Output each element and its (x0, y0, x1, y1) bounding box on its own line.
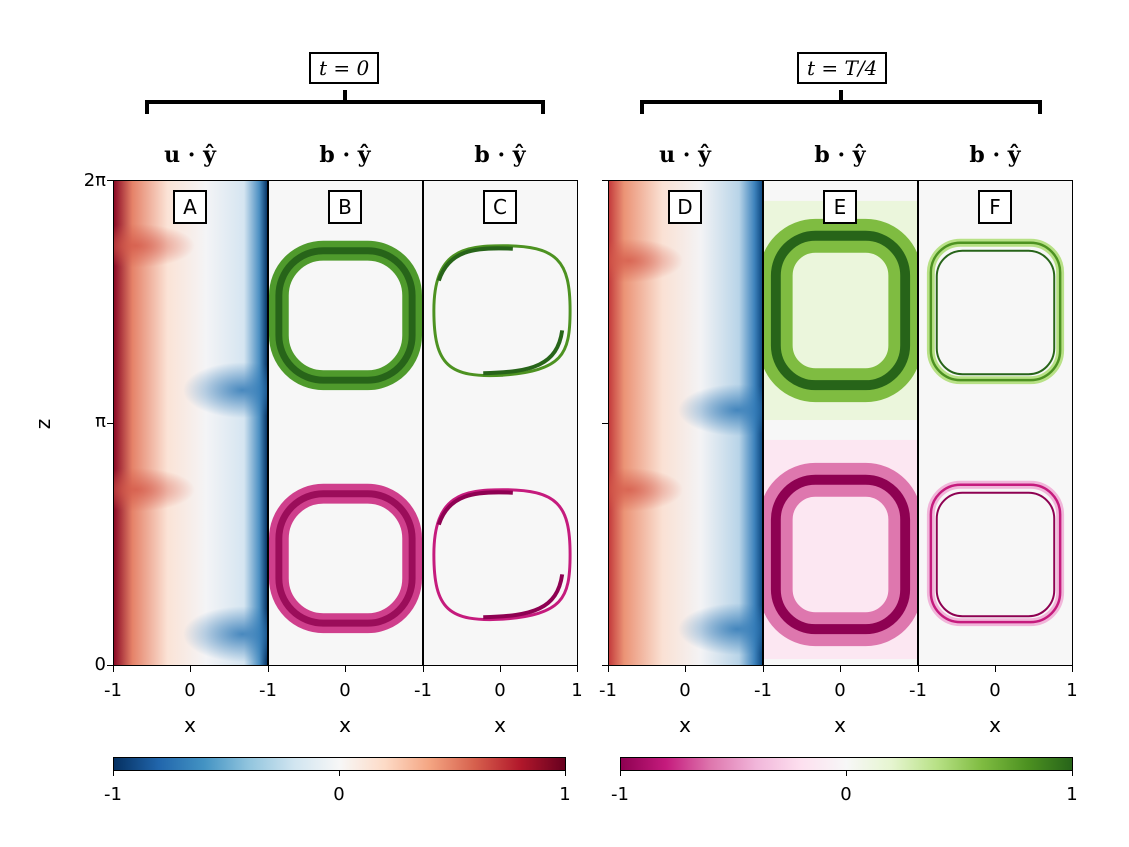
ytick-mark (602, 665, 608, 666)
panel-label-B: B (328, 190, 362, 224)
heatmap-panel-C (423, 180, 578, 666)
x-axis-label-A: x (184, 713, 196, 737)
xtick-mark (840, 666, 841, 672)
bracket-left (145, 100, 545, 104)
panel-label-A: A (173, 190, 207, 224)
heatmap-panel-A (113, 180, 268, 666)
xtick-mark (1072, 666, 1073, 672)
cbar-tick (1072, 770, 1073, 776)
bracket-right-leg-r (1038, 100, 1042, 114)
cbar-tick (339, 770, 340, 776)
xtick-label: 0 (184, 680, 196, 701)
heatmap-panel-F (918, 180, 1073, 666)
xtick-label: -1 (599, 680, 617, 701)
ytick-mark (602, 180, 608, 181)
colorbar-magnetic (620, 757, 1073, 771)
panel-label-C: C (483, 190, 517, 224)
panel-title-A: u · ŷ (164, 142, 216, 168)
panel-title-E: b · ŷ (814, 142, 866, 168)
xtick-label: 0 (679, 680, 691, 701)
xtick-label: -1 (259, 680, 277, 701)
xtick-mark (685, 666, 686, 672)
xtick-mark (608, 666, 609, 672)
xtick-mark (763, 666, 764, 672)
xtick-mark (918, 666, 919, 672)
xtick-label: 1 (1066, 680, 1078, 701)
cbar-magnetic-tick-max: 1 (1066, 784, 1078, 805)
cbar-tick (565, 770, 566, 776)
group-label-tT4: t = T/4 (797, 52, 888, 84)
panel-title-C: b · ŷ (474, 142, 526, 168)
xtick-label: -1 (104, 680, 122, 701)
cbar-velocity-tick-max: 1 (559, 784, 571, 805)
heatmap-panel-D (608, 180, 763, 666)
xtick-label: -1 (909, 680, 927, 701)
x-axis-label-B: x (339, 713, 351, 737)
x-axis-label-F: x (989, 713, 1001, 737)
ytick-pi: π (95, 411, 106, 432)
panel-label-D: D (668, 190, 702, 224)
cbar-magnetic-tick-min: -1 (611, 784, 629, 805)
ytick-0: 0 (94, 654, 106, 675)
x-axis-label-C: x (494, 713, 506, 737)
panel-title-B: b · ŷ (319, 142, 371, 168)
xtick-mark (423, 666, 424, 672)
xtick-mark (995, 666, 996, 672)
bracket-right-leg-l (640, 100, 644, 114)
cbar-tick (620, 770, 621, 776)
xtick-label: 0 (834, 680, 846, 701)
colorbar-velocity (113, 757, 566, 771)
group-label-t0: t = 0 (309, 52, 380, 84)
ytick-2pi: 2π (83, 170, 106, 191)
bracket-right-stem (839, 90, 843, 100)
cbar-tick (113, 770, 114, 776)
xtick-label: -1 (414, 680, 432, 701)
panel-label-E: E (823, 190, 857, 224)
ytick-mark (107, 423, 113, 424)
xtick-label: 1 (571, 680, 583, 701)
xtick-mark (268, 666, 269, 672)
xtick-mark (500, 666, 501, 672)
cbar-magnetic-tick-mid: 0 (840, 784, 852, 805)
heatmap-panel-E (763, 180, 918, 666)
bracket-right (640, 100, 1042, 104)
xtick-mark (345, 666, 346, 672)
cbar-tick (846, 770, 847, 776)
bracket-left-leg-r (541, 100, 545, 114)
ytick-mark (107, 180, 113, 181)
x-axis-label-E: x (834, 713, 846, 737)
ytick-mark (107, 665, 113, 666)
xtick-label: 0 (339, 680, 351, 701)
cbar-velocity-tick-mid: 0 (333, 784, 345, 805)
xtick-mark (577, 666, 578, 672)
xtick-label: 0 (989, 680, 1001, 701)
xtick-label: 0 (494, 680, 506, 701)
heatmap-panel-B (268, 180, 423, 666)
panel-label-F: F (978, 190, 1012, 224)
x-axis-label-D: x (679, 713, 691, 737)
xtick-mark (113, 666, 114, 672)
y-axis-label: z (31, 418, 55, 430)
panel-title-D: u · ŷ (659, 142, 711, 168)
panel-title-F: b · ŷ (969, 142, 1021, 168)
cbar-velocity-tick-min: -1 (104, 784, 122, 805)
bracket-left-stem (343, 90, 347, 100)
xtick-mark (190, 666, 191, 672)
xtick-label: -1 (754, 680, 772, 701)
ytick-mark (602, 423, 608, 424)
bracket-left-leg-l (145, 100, 149, 114)
